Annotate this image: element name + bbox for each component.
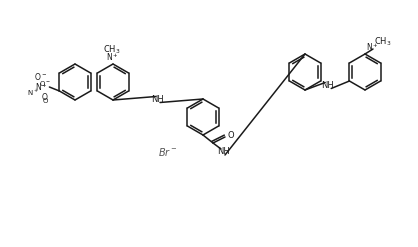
Text: N$^+$: N$^+$ bbox=[35, 81, 47, 93]
Text: O: O bbox=[41, 93, 47, 102]
Text: O$^-$: O$^-$ bbox=[39, 79, 51, 88]
Text: N$^+$: N$^+$ bbox=[106, 51, 118, 63]
Text: $\mathregular{N^+}$: $\mathregular{N^+}$ bbox=[28, 88, 39, 98]
Text: O: O bbox=[43, 98, 48, 104]
Text: CH$_3$: CH$_3$ bbox=[374, 36, 392, 48]
Text: NH: NH bbox=[321, 81, 334, 90]
Text: NH: NH bbox=[217, 147, 229, 157]
Text: Br$^-$: Br$^-$ bbox=[158, 146, 178, 158]
Text: NH: NH bbox=[150, 95, 163, 104]
Text: N$^+$: N$^+$ bbox=[366, 41, 379, 53]
Text: CH$_3$: CH$_3$ bbox=[103, 43, 121, 56]
Text: O$^-$: O$^-$ bbox=[34, 71, 47, 82]
Text: O: O bbox=[227, 131, 234, 141]
